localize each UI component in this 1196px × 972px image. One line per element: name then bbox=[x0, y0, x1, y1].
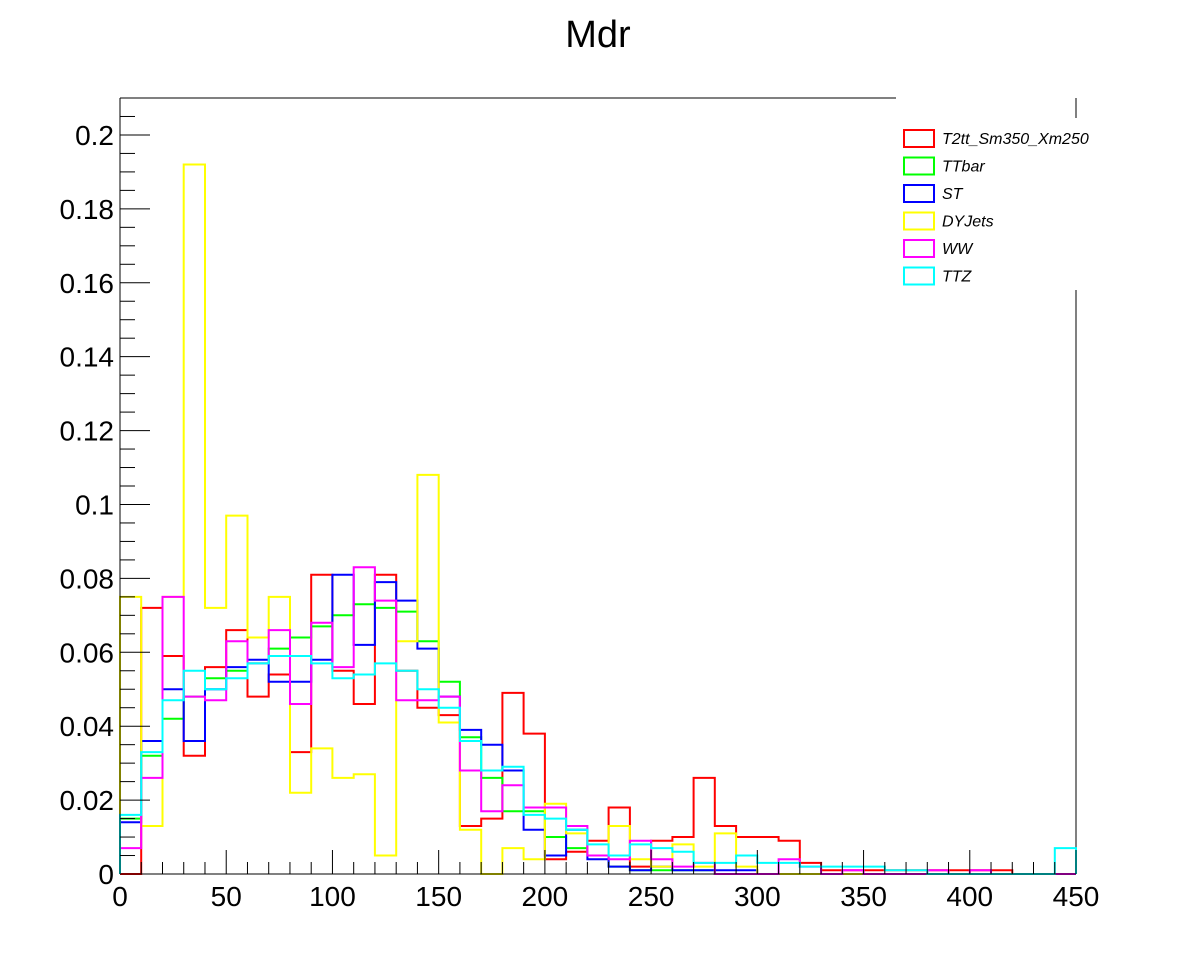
y-tick-label: 0.18 bbox=[60, 194, 115, 225]
x-tick-label: 100 bbox=[309, 881, 356, 912]
legend-swatch bbox=[903, 239, 935, 258]
legend-label: ST bbox=[942, 186, 964, 203]
legend-entry: TTbar bbox=[903, 156, 985, 176]
y-tick-label: 0.1 bbox=[75, 489, 114, 520]
y-tick-label: 0.02 bbox=[60, 785, 115, 816]
x-tick-label: 0 bbox=[112, 881, 128, 912]
legend-label: WW bbox=[942, 241, 974, 258]
y-tick-label: 0 bbox=[98, 859, 114, 890]
legend-entry: DYJets bbox=[903, 211, 994, 231]
legend-swatch bbox=[903, 266, 935, 286]
legend: T2tt_Sm350_Xm250 TTbar ST DYJets WW TTZ bbox=[896, 118, 1110, 290]
legend-entry: ST bbox=[903, 184, 964, 203]
y-tick-label: 0.06 bbox=[60, 637, 115, 668]
series-TTZ bbox=[119, 655, 1077, 875]
legend-label: T2tt_Sm350_Xm250 bbox=[942, 131, 1089, 148]
y-tick-label: 0.08 bbox=[60, 563, 115, 594]
legend-swatch bbox=[903, 184, 935, 203]
legend-label: TTZ bbox=[942, 269, 973, 286]
x-tick-label: 200 bbox=[522, 881, 569, 912]
x-axis-ticks: 0 50 100 150 200 250 300 350 400 450 bbox=[112, 850, 1099, 912]
y-tick-label: 0.04 bbox=[60, 711, 115, 742]
legend-swatch bbox=[903, 129, 935, 148]
x-tick-label: 400 bbox=[946, 881, 993, 912]
x-tick-label: 250 bbox=[628, 881, 675, 912]
y-tick-label: 0.2 bbox=[75, 120, 114, 151]
legend-label: DYJets bbox=[942, 214, 994, 231]
legend-entry: TTZ bbox=[903, 266, 973, 286]
x-tick-label: 350 bbox=[840, 881, 887, 912]
x-tick-label: 450 bbox=[1053, 881, 1100, 912]
legend-swatch bbox=[903, 211, 935, 231]
y-tick-label: 0.12 bbox=[60, 416, 115, 447]
y-tick-label: 0.16 bbox=[60, 268, 115, 299]
chart-title: Mdr bbox=[565, 14, 631, 56]
legend-entry: T2tt_Sm350_Xm250 bbox=[903, 129, 1089, 148]
y-axis-ticks: 0 0.02 0.04 0.06 0.08 0.1 0.12 0.14 0.16 0.18 0.2 bbox=[60, 97, 150, 890]
x-tick-label: 50 bbox=[211, 881, 242, 912]
x-tick-label: 300 bbox=[734, 881, 781, 912]
series-line-TTZ bbox=[119, 655, 1077, 875]
x-tick-label: 150 bbox=[415, 881, 462, 912]
legend-label: TTbar bbox=[942, 159, 985, 176]
legend-swatch bbox=[903, 156, 935, 176]
y-tick-label: 0.14 bbox=[60, 342, 115, 373]
legend-entry: WW bbox=[903, 239, 974, 258]
